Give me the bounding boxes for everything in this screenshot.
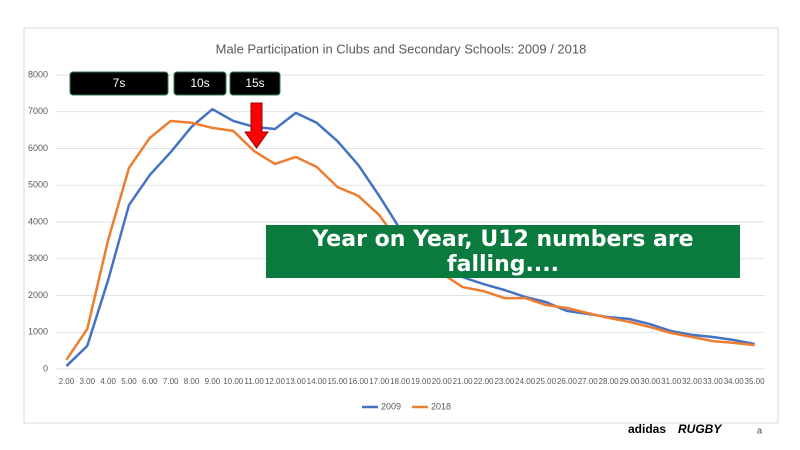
annotation: 15s <box>245 76 264 90</box>
x-tick-label: 24.00 <box>515 377 536 386</box>
x-tick-label: 8.00 <box>184 377 200 386</box>
callout-box <box>266 225 740 278</box>
x-tick-label: 21.00 <box>453 377 474 386</box>
x-tick-label: 17.00 <box>369 377 390 386</box>
y-tick-label: 6000 <box>28 143 48 153</box>
x-tick-label: 31.00 <box>661 377 682 386</box>
y-tick-label: 0 <box>43 363 48 373</box>
x-tick-label: 4.00 <box>100 377 116 386</box>
x-tick-label: 25.00 <box>536 377 557 386</box>
plot: 0 1000 2000 3000 4000 5000 6000 7000 8000 2.00 3.0… <box>28 69 765 411</box>
x-tick-label: 3.00 <box>79 377 95 386</box>
x-tick-label: 7.00 <box>163 377 179 386</box>
chart-title: Male Participation in Clubs and Secondar… <box>216 41 587 56</box>
x-tick-label: 16.00 <box>348 377 369 386</box>
callout: Year on Year, U12 numbers are falling...… <box>312 227 694 277</box>
x-tick-label: 34.00 <box>724 377 745 386</box>
y-tick-label: 3000 <box>28 253 48 263</box>
x-tick-label: 22.00 <box>473 377 494 386</box>
x-tick-label: 11.00 <box>244 377 264 386</box>
x-tick-label: 32.00 <box>682 377 703 386</box>
legend-label: 2009 <box>381 401 401 411</box>
x-tick-label: 5.00 <box>121 377 137 386</box>
annotation: 10s <box>190 76 209 90</box>
x-tick-label: 15.00 <box>327 377 348 386</box>
footer-logo: RUGBY <box>678 422 722 436</box>
y-tick-label: 1000 <box>28 327 48 337</box>
y-tick-label: 8000 <box>28 69 48 79</box>
x-tick-label: 27.00 <box>578 377 599 386</box>
y-tick-label: 7000 <box>28 106 48 116</box>
x-tick-label: 12.00 <box>265 377 286 386</box>
x-tick-label: 29.00 <box>619 377 640 386</box>
footer-brand: adidas <box>628 422 666 436</box>
x-tick-label: 2.00 <box>59 377 75 386</box>
callout-wrap: Year on Year, U12 numbers are falling...… <box>312 227 694 277</box>
annotation: 7s <box>113 76 126 90</box>
annotation-box <box>229 71 281 96</box>
y-tick-label: 4000 <box>28 216 48 226</box>
annotation-box <box>173 71 227 96</box>
y-tick-label: 5000 <box>28 180 48 190</box>
annotation-box <box>69 71 169 96</box>
x-tick-label: 33.00 <box>703 377 724 386</box>
x-tick-label: 30.00 <box>640 377 661 386</box>
x-tick-label: 18.00 <box>390 377 411 386</box>
legend-label: 2018 <box>431 401 451 411</box>
x-tick-label: 35.00 <box>745 377 766 386</box>
page-number: a <box>757 425 762 435</box>
x-tick-label: 6.00 <box>142 377 158 386</box>
y-tick-label: 2000 <box>28 290 48 300</box>
x-tick-label: 23.00 <box>494 377 515 386</box>
x-tick-label: 13.00 <box>286 377 307 386</box>
x-tick-label: 19.00 <box>411 377 432 386</box>
arrow <box>244 102 269 149</box>
x-tick-label: 10.00 <box>223 377 244 386</box>
x-tick-label: 28.00 <box>599 377 620 386</box>
x-tick-label: 20.00 <box>432 377 453 386</box>
x-tick-label: 9.00 <box>205 377 221 386</box>
x-tick-label: 26.00 <box>557 377 578 386</box>
x-tick-label: 14.00 <box>307 377 328 386</box>
